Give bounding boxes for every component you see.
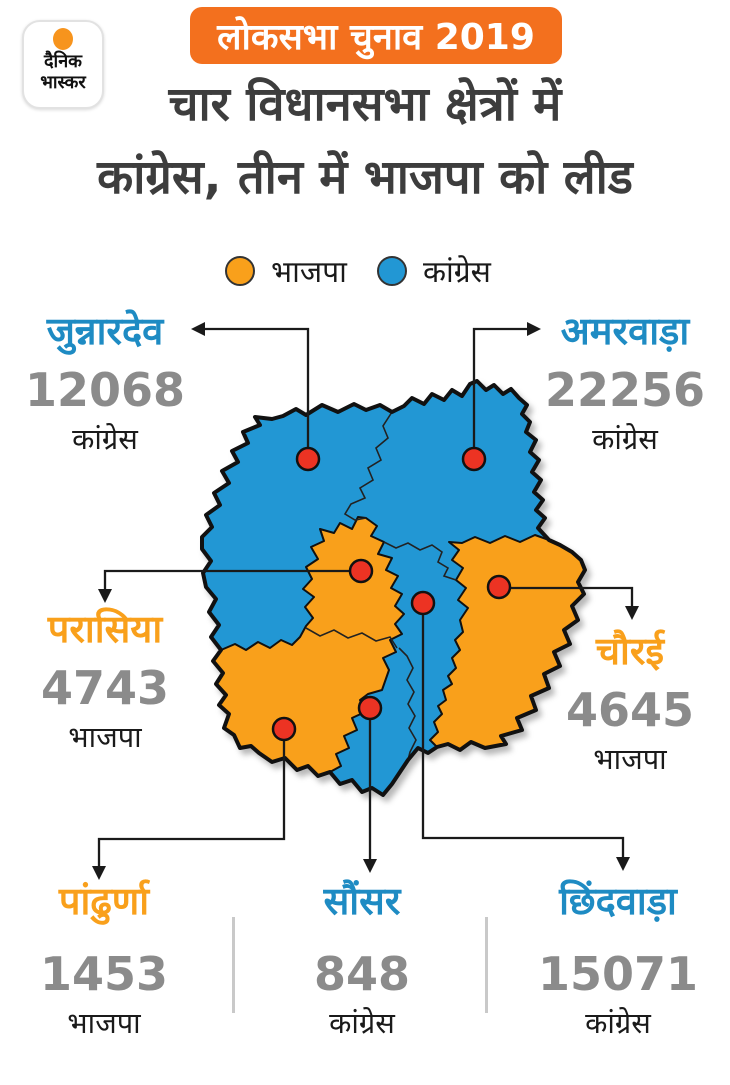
leading-party: भाजपा — [67, 1006, 141, 1040]
label-block-pandhurna: पांढुर्णा 1453 भाजपा — [9, 878, 199, 1040]
constituency-name: सौंसर — [323, 879, 401, 923]
election-badge-text: लोकसभा चुनाव 2019 — [217, 17, 535, 58]
label-block-junnardeo: जुन्नारदेव 12068 कांग्रेस — [10, 308, 200, 456]
location-markers — [271, 446, 512, 742]
label-block-parasia: परासिया 4743 भाजपा — [10, 606, 200, 754]
lead-votes: 4743 — [40, 661, 170, 715]
marker-pandhurna — [271, 716, 297, 742]
district-outer-boundary — [200, 379, 587, 797]
logo-text-line1: दैनिक — [43, 51, 83, 72]
lead-votes: 4645 — [565, 683, 695, 737]
marker-amarwara — [461, 446, 487, 472]
arrowhead-pandhurna — [92, 866, 106, 880]
connector-parasia — [103, 569, 361, 594]
border-parasia-pandhurna — [305, 627, 398, 649]
lead-votes: 15071 — [537, 947, 699, 1001]
label-block-chhindwara: छिंदवाड़ा 15071 कांग्रेस — [523, 878, 713, 1040]
label-block-sausar: सौंसर 848 कांग्रेस — [267, 878, 457, 1040]
leading-party: भाजपा — [68, 720, 142, 754]
leading-party: कांग्रेस — [585, 1006, 651, 1040]
marker-sausar — [357, 695, 383, 721]
marker-junnardeo — [295, 446, 321, 472]
bjp-legend-label: भाजपा — [271, 255, 347, 290]
leading-party: कांग्रेस — [592, 422, 658, 456]
connector-lines — [97, 327, 634, 871]
lead-votes: 12068 — [24, 363, 186, 417]
bottom-column-divider-right — [485, 917, 488, 1013]
label-block-chaurai: चौरई 4645 भाजपा — [535, 628, 725, 776]
leading-party: कांग्रेस — [329, 1006, 395, 1040]
lead-votes: 848 — [313, 947, 411, 1001]
border-amarwara-chhindwara — [383, 541, 457, 581]
arrowhead-sausar — [363, 859, 377, 873]
constituency-name: परासिया — [47, 607, 163, 651]
logo-sun-icon — [53, 28, 73, 50]
leading-party: कांग्रेस — [72, 422, 138, 456]
lead-votes: 1453 — [39, 947, 169, 1001]
connector-pandhurna — [97, 729, 286, 871]
arrowhead-amarwara — [527, 322, 541, 336]
connector-amarwara — [472, 327, 533, 459]
legend: भाजपा कांग्रेस — [0, 250, 730, 291]
marker-chaurai — [486, 574, 512, 600]
connector-chaurai — [499, 586, 634, 611]
constituency-name: छिंदवाड़ा — [559, 879, 677, 923]
election-badge: लोकसभा चुनाव 2019 — [190, 7, 562, 64]
bottom-column-divider-left — [232, 917, 235, 1013]
arrowhead-parasia — [98, 589, 112, 603]
marker-parasia — [348, 558, 374, 584]
constituency-name: चौरई — [595, 629, 665, 673]
label-block-amarwara: अमरवाड़ा 22256 कांग्रेस — [530, 308, 720, 456]
arrowhead-junnardeo — [191, 322, 205, 336]
connector-arrowheads — [92, 322, 639, 880]
page-title: चार विधानसभा क्षेत्रों में कांग्रेस, तीन… — [0, 68, 730, 214]
page-title-line2: कांग्रेस, तीन में भाजपा को लीड — [97, 150, 633, 205]
constituency-name: अमरवाड़ा — [560, 309, 690, 353]
arrowhead-chhindwara — [616, 857, 630, 871]
border-chhindwara-sausar — [398, 647, 417, 761]
lead-votes: 22256 — [544, 363, 706, 417]
arrowhead-chaurai — [625, 606, 639, 620]
constituency-name: जुन्नारदेव — [46, 309, 164, 353]
dainik-bhaskar-logo: दैनिक भास्कर — [22, 20, 104, 109]
congress-color-swatch — [376, 255, 407, 286]
logo-text-line2: भास्कर — [40, 72, 86, 93]
bjp-color-swatch — [225, 255, 256, 286]
marker-chhindwara — [410, 590, 436, 616]
connector-junnardeo — [199, 327, 310, 459]
congress-legend-label: कांग्रेस — [422, 255, 491, 290]
constituency-name: पांढुर्णा — [58, 879, 150, 923]
border-junnardeo-amarwara — [343, 411, 393, 521]
connector-chhindwara — [421, 603, 625, 862]
page-title-line1: चार विधानसभा क्षेत्रों में — [168, 77, 562, 132]
leading-party: भाजपा — [593, 742, 667, 776]
